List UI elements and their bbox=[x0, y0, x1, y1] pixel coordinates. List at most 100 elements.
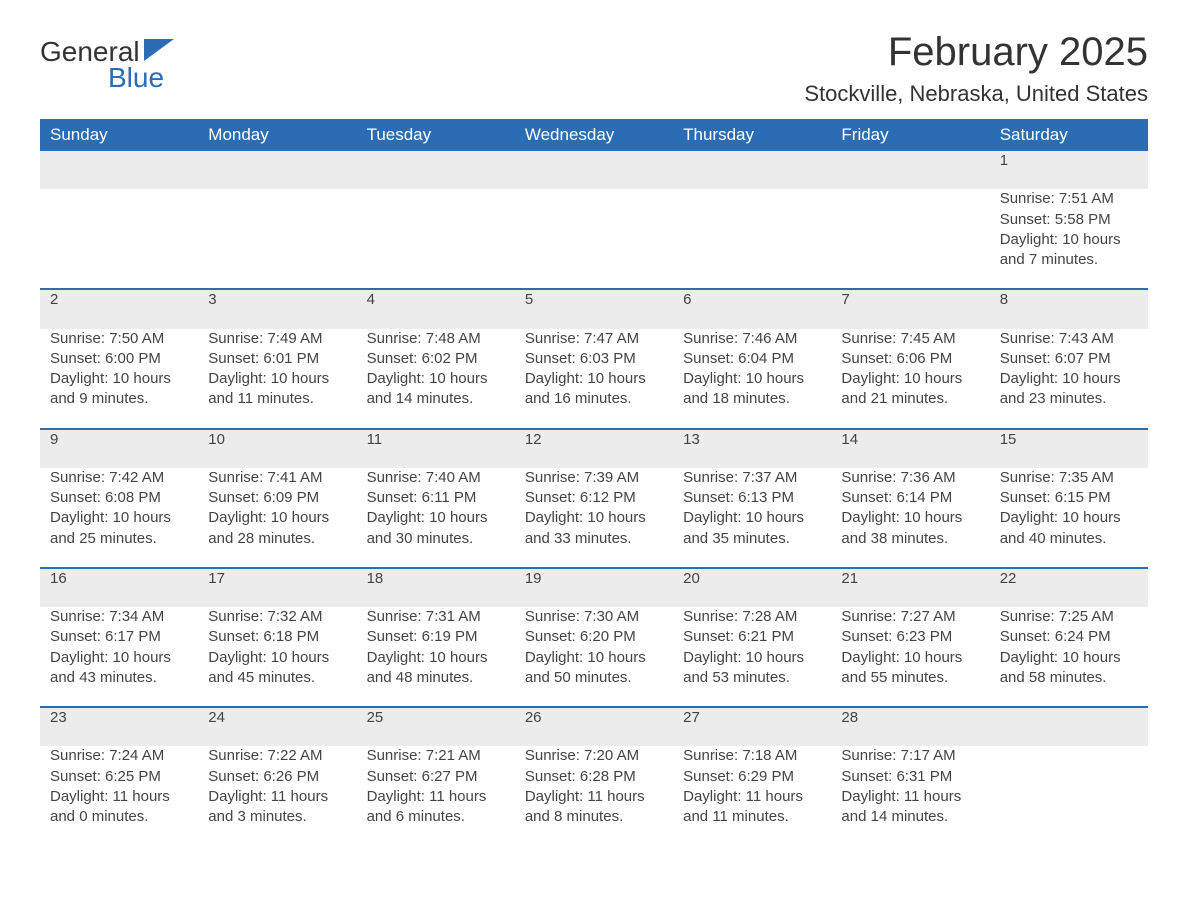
sunrise-text: Sunrise: 7:36 AM bbox=[841, 468, 979, 488]
sunrise-text: Sunrise: 7:31 AM bbox=[367, 607, 505, 627]
day-details-cell: Sunrise: 7:39 AMSunset: 6:12 PMDaylight:… bbox=[515, 468, 673, 568]
sunrise-text: Sunrise: 7:39 AM bbox=[525, 468, 663, 488]
day-details-cell: Sunrise: 7:42 AMSunset: 6:08 PMDaylight:… bbox=[40, 468, 198, 568]
day-details-cell bbox=[673, 189, 831, 289]
day-number-cell: 18 bbox=[357, 568, 515, 607]
sunset-text: Sunset: 6:01 PM bbox=[208, 349, 346, 369]
month-title: February 2025 bbox=[804, 30, 1148, 75]
daylight-text: Daylight: 10 hours and 18 minutes. bbox=[683, 369, 821, 410]
day-number-cell: 5 bbox=[515, 289, 673, 328]
day-details-cell: Sunrise: 7:50 AMSunset: 6:00 PMDaylight:… bbox=[40, 329, 198, 429]
daylight-text: Daylight: 10 hours and 45 minutes. bbox=[208, 648, 346, 689]
day-details-cell: Sunrise: 7:47 AMSunset: 6:03 PMDaylight:… bbox=[515, 329, 673, 429]
day-details-cell: Sunrise: 7:34 AMSunset: 6:17 PMDaylight:… bbox=[40, 607, 198, 707]
day-number-cell: 26 bbox=[515, 707, 673, 746]
day-number-cell: 22 bbox=[990, 568, 1148, 607]
day-number-row: 2345678 bbox=[40, 289, 1148, 328]
daylight-text: Daylight: 10 hours and 40 minutes. bbox=[1000, 508, 1138, 549]
sunrise-text: Sunrise: 7:24 AM bbox=[50, 746, 188, 766]
day-details-cell: Sunrise: 7:37 AMSunset: 6:13 PMDaylight:… bbox=[673, 468, 831, 568]
location-subtitle: Stockville, Nebraska, United States bbox=[804, 81, 1148, 107]
day-details-cell: Sunrise: 7:40 AMSunset: 6:11 PMDaylight:… bbox=[357, 468, 515, 568]
day-details-cell: Sunrise: 7:49 AMSunset: 6:01 PMDaylight:… bbox=[198, 329, 356, 429]
sunset-text: Sunset: 6:13 PM bbox=[683, 488, 821, 508]
sunrise-text: Sunrise: 7:32 AM bbox=[208, 607, 346, 627]
day-details-cell bbox=[357, 189, 515, 289]
day-details-row: Sunrise: 7:34 AMSunset: 6:17 PMDaylight:… bbox=[40, 607, 1148, 707]
daylight-text: Daylight: 10 hours and 50 minutes. bbox=[525, 648, 663, 689]
day-number-cell: 15 bbox=[990, 429, 1148, 468]
sunrise-text: Sunrise: 7:18 AM bbox=[683, 746, 821, 766]
sunset-text: Sunset: 6:06 PM bbox=[841, 349, 979, 369]
daylight-text: Daylight: 11 hours and 3 minutes. bbox=[208, 787, 346, 828]
weekday-header: Monday bbox=[198, 119, 356, 151]
day-details-cell bbox=[990, 746, 1148, 845]
sunrise-text: Sunrise: 7:48 AM bbox=[367, 329, 505, 349]
sunset-text: Sunset: 6:21 PM bbox=[683, 627, 821, 647]
day-number-cell bbox=[40, 151, 198, 189]
day-number-cell bbox=[831, 151, 989, 189]
day-number-row: 9101112131415 bbox=[40, 429, 1148, 468]
day-details-cell bbox=[198, 189, 356, 289]
sunrise-text: Sunrise: 7:50 AM bbox=[50, 329, 188, 349]
sunrise-text: Sunrise: 7:49 AM bbox=[208, 329, 346, 349]
sunrise-text: Sunrise: 7:47 AM bbox=[525, 329, 663, 349]
daylight-text: Daylight: 10 hours and 14 minutes. bbox=[367, 369, 505, 410]
daylight-text: Daylight: 10 hours and 25 minutes. bbox=[50, 508, 188, 549]
day-number-cell: 7 bbox=[831, 289, 989, 328]
daylight-text: Daylight: 10 hours and 16 minutes. bbox=[525, 369, 663, 410]
sunset-text: Sunset: 6:00 PM bbox=[50, 349, 188, 369]
sunset-text: Sunset: 6:24 PM bbox=[1000, 627, 1138, 647]
daylight-text: Daylight: 10 hours and 48 minutes. bbox=[367, 648, 505, 689]
daylight-text: Daylight: 10 hours and 11 minutes. bbox=[208, 369, 346, 410]
sunset-text: Sunset: 6:15 PM bbox=[1000, 488, 1138, 508]
weekday-header-row: SundayMondayTuesdayWednesdayThursdayFrid… bbox=[40, 119, 1148, 151]
day-number-cell: 25 bbox=[357, 707, 515, 746]
day-details-cell: Sunrise: 7:18 AMSunset: 6:29 PMDaylight:… bbox=[673, 746, 831, 845]
day-number-cell: 19 bbox=[515, 568, 673, 607]
day-details-cell: Sunrise: 7:36 AMSunset: 6:14 PMDaylight:… bbox=[831, 468, 989, 568]
sunset-text: Sunset: 6:14 PM bbox=[841, 488, 979, 508]
title-block: February 2025 Stockville, Nebraska, Unit… bbox=[804, 30, 1148, 107]
calendar-body: 1 Sunrise: 7:51 AMSunset: 5:58 PMDayligh… bbox=[40, 151, 1148, 845]
day-details-cell: Sunrise: 7:24 AMSunset: 6:25 PMDaylight:… bbox=[40, 746, 198, 845]
day-details-cell: Sunrise: 7:51 AMSunset: 5:58 PMDaylight:… bbox=[990, 189, 1148, 289]
day-number-cell: 4 bbox=[357, 289, 515, 328]
sunset-text: Sunset: 6:28 PM bbox=[525, 767, 663, 787]
sunrise-text: Sunrise: 7:41 AM bbox=[208, 468, 346, 488]
header: General Blue February 2025 Stockville, N… bbox=[40, 30, 1148, 107]
daylight-text: Daylight: 11 hours and 14 minutes. bbox=[841, 787, 979, 828]
daylight-text: Daylight: 10 hours and 43 minutes. bbox=[50, 648, 188, 689]
sunset-text: Sunset: 6:27 PM bbox=[367, 767, 505, 787]
sunset-text: Sunset: 6:26 PM bbox=[208, 767, 346, 787]
day-number-cell: 21 bbox=[831, 568, 989, 607]
sunset-text: Sunset: 6:19 PM bbox=[367, 627, 505, 647]
daylight-text: Daylight: 10 hours and 28 minutes. bbox=[208, 508, 346, 549]
sunrise-text: Sunrise: 7:40 AM bbox=[367, 468, 505, 488]
sunset-text: Sunset: 6:07 PM bbox=[1000, 349, 1138, 369]
sunrise-text: Sunrise: 7:27 AM bbox=[841, 607, 979, 627]
sunset-text: Sunset: 6:11 PM bbox=[367, 488, 505, 508]
logo: General Blue bbox=[40, 30, 174, 92]
day-details-cell: Sunrise: 7:41 AMSunset: 6:09 PMDaylight:… bbox=[198, 468, 356, 568]
day-details-cell: Sunrise: 7:45 AMSunset: 6:06 PMDaylight:… bbox=[831, 329, 989, 429]
day-number-cell: 11 bbox=[357, 429, 515, 468]
weekday-header: Friday bbox=[831, 119, 989, 151]
day-details-cell: Sunrise: 7:21 AMSunset: 6:27 PMDaylight:… bbox=[357, 746, 515, 845]
daylight-text: Daylight: 10 hours and 38 minutes. bbox=[841, 508, 979, 549]
logo-text-bottom: Blue bbox=[40, 64, 174, 92]
day-number-cell: 2 bbox=[40, 289, 198, 328]
day-number-cell: 20 bbox=[673, 568, 831, 607]
daylight-text: Daylight: 10 hours and 53 minutes. bbox=[683, 648, 821, 689]
daylight-text: Daylight: 10 hours and 23 minutes. bbox=[1000, 369, 1138, 410]
sunrise-text: Sunrise: 7:21 AM bbox=[367, 746, 505, 766]
day-details-row: Sunrise: 7:42 AMSunset: 6:08 PMDaylight:… bbox=[40, 468, 1148, 568]
day-number-cell bbox=[515, 151, 673, 189]
day-number-cell: 24 bbox=[198, 707, 356, 746]
daylight-text: Daylight: 10 hours and 21 minutes. bbox=[841, 369, 979, 410]
calendar-table: SundayMondayTuesdayWednesdayThursdayFrid… bbox=[40, 119, 1148, 845]
day-details-cell: Sunrise: 7:46 AMSunset: 6:04 PMDaylight:… bbox=[673, 329, 831, 429]
day-details-cell: Sunrise: 7:28 AMSunset: 6:21 PMDaylight:… bbox=[673, 607, 831, 707]
day-number-row: 16171819202122 bbox=[40, 568, 1148, 607]
sunrise-text: Sunrise: 7:20 AM bbox=[525, 746, 663, 766]
